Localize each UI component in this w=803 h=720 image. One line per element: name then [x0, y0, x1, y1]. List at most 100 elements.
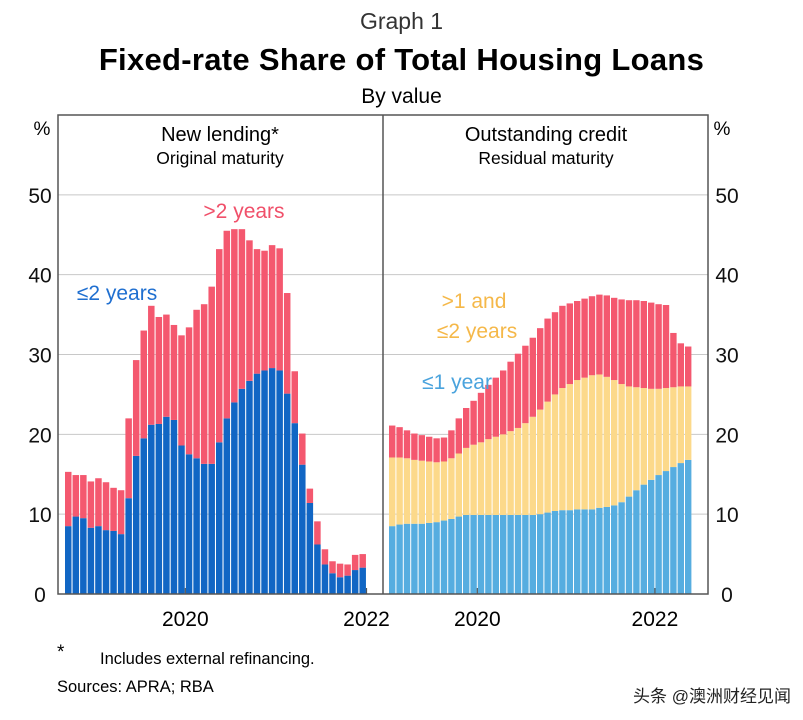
bar-new-lending-s1 [306, 488, 314, 503]
bar-new-lending-s0 [132, 455, 140, 594]
bar-outstanding-s0 [677, 463, 684, 594]
bar-new-lending-s1 [231, 229, 238, 403]
bar-new-lending-s1 [291, 371, 298, 424]
bar-outstanding-s1 [411, 459, 418, 524]
y-unit-left: % [34, 119, 51, 140]
bar-new-lending-s0 [253, 373, 261, 594]
bar-new-lending-s1 [314, 521, 321, 545]
panel-subtitle: Residual maturity [478, 148, 613, 168]
bar-outstanding-s1 [537, 409, 544, 515]
bar-outstanding-s0 [633, 490, 640, 594]
bar-outstanding-s1 [611, 380, 618, 506]
series-label: ≤2 years [437, 320, 517, 343]
bar-new-lending-s0 [329, 573, 336, 594]
bar-new-lending-s1 [148, 305, 155, 425]
y-tick-label-right: 0 [721, 584, 733, 607]
bar-new-lending-s0 [148, 424, 155, 594]
bar-new-lending-s1 [163, 314, 170, 417]
x-tick-label: 2020 [454, 608, 501, 631]
bar-outstanding-s0 [625, 496, 633, 594]
bar-outstanding-s1 [418, 460, 425, 524]
bar-outstanding-s1 [581, 377, 588, 510]
bar-new-lending-s0 [238, 388, 246, 594]
bar-outstanding-s2 [463, 407, 470, 448]
series-label: >2 years [203, 200, 284, 223]
bar-outstanding-s2 [640, 301, 647, 389]
bar-outstanding-s2 [529, 337, 536, 417]
bar-outstanding-s0 [640, 484, 647, 594]
bar-new-lending-s1 [321, 549, 329, 565]
bar-outstanding-s1 [596, 374, 603, 508]
bar-outstanding-s0 [433, 522, 440, 594]
bar-outstanding-s0 [588, 509, 596, 594]
bar-new-lending-s0 [200, 463, 208, 594]
bar-new-lending-s1 [246, 240, 253, 381]
bar-outstanding-s2 [455, 418, 462, 454]
footnote-sources: Sources: APRA; RBA [57, 678, 214, 696]
bar-outstanding-s1 [603, 376, 610, 507]
bar-new-lending-s1 [117, 490, 125, 535]
y-tick-label-right: 20 [715, 424, 738, 447]
bar-new-lending-s1 [283, 293, 291, 394]
bar-new-lending-s0 [102, 530, 110, 594]
bar-outstanding-s2 [677, 343, 684, 387]
bar-new-lending-s1 [80, 475, 87, 519]
bar-new-lending-s0 [140, 438, 147, 594]
bar-new-lending-s1 [185, 327, 193, 455]
y-tick-label-left: 0 [34, 584, 46, 607]
bar-outstanding-s0 [389, 526, 396, 594]
x-tick-label: 2022 [632, 608, 679, 631]
bar-outstanding-s1 [403, 458, 411, 524]
bar-outstanding-s1 [426, 461, 433, 523]
bar-outstanding-s0 [537, 514, 544, 594]
bar-new-lending-s0 [65, 526, 72, 594]
bar-new-lending-s1 [95, 478, 102, 527]
bar-outstanding-s1 [618, 384, 625, 503]
bar-outstanding-s1 [559, 388, 566, 511]
bar-outstanding-s0 [566, 510, 573, 594]
bar-outstanding-s0 [463, 514, 470, 594]
bar-outstanding-s2 [507, 361, 514, 432]
bar-new-lending-s0 [72, 516, 80, 594]
bar-outstanding-s2 [522, 345, 529, 424]
bar-outstanding-s0 [514, 514, 522, 594]
bar-outstanding-s1 [463, 447, 470, 515]
bar-outstanding-s2 [470, 400, 477, 445]
bar-outstanding-s1 [470, 444, 477, 515]
bar-outstanding-s1 [500, 434, 507, 515]
bar-outstanding-s0 [581, 509, 588, 594]
x-tick-label: 2020 [162, 608, 209, 631]
bar-new-lending-s1 [170, 324, 178, 420]
bar-outstanding-s1 [677, 386, 684, 464]
bar-new-lending-s1 [223, 230, 231, 419]
bar-new-lending-s0 [344, 575, 351, 594]
bar-outstanding-s1 [529, 416, 536, 515]
bar-outstanding-s1 [685, 386, 692, 460]
bar-outstanding-s2 [670, 332, 677, 388]
bar-new-lending-s0 [299, 464, 306, 594]
bar-outstanding-s2 [581, 298, 588, 378]
bar-new-lending-s0 [359, 567, 366, 594]
footnote-note: Includes external refinancing. [100, 650, 315, 668]
bar-new-lending-s0 [246, 380, 253, 594]
y-tick-label-left: 50 [28, 185, 51, 208]
bar-outstanding-s2 [403, 430, 411, 459]
bar-outstanding-s2 [574, 301, 581, 381]
bar-outstanding-s1 [574, 380, 581, 510]
bar-new-lending-s0 [223, 418, 231, 594]
series-label: ≤2 years [77, 282, 157, 305]
bar-new-lending-s1 [102, 482, 110, 531]
bar-new-lending-s0 [117, 534, 125, 595]
bar-new-lending-s0 [283, 393, 291, 594]
bar-outstanding-s0 [470, 514, 477, 594]
bar-outstanding-s1 [389, 457, 396, 527]
bar-outstanding-s0 [544, 512, 551, 594]
bar-new-lending-s0 [110, 530, 117, 594]
bar-outstanding-s2 [411, 433, 418, 460]
bar-new-lending-s0 [261, 370, 268, 594]
bar-outstanding-s1 [522, 423, 529, 515]
bar-outstanding-s1 [514, 427, 522, 515]
bar-new-lending-s1 [268, 245, 276, 369]
bar-outstanding-s2 [396, 427, 403, 458]
